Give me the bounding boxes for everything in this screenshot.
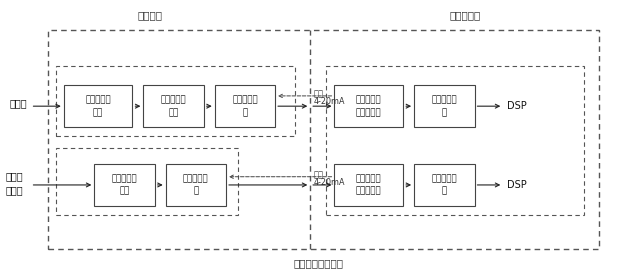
Bar [215,85,275,127]
Bar [334,164,403,206]
Bar [56,148,238,215]
Text: 监控单元侧: 监控单元侧 [449,10,481,20]
Text: 传感器侧: 传感器侧 [137,10,162,20]
Text: 4-20mA: 4-20mA [314,178,345,187]
Bar [64,85,132,127]
Text: 电源: 电源 [314,89,324,98]
Bar [334,85,403,127]
Bar [166,164,226,206]
Text: 超声波
传感器: 超声波 传感器 [6,172,24,196]
Text: 引流环: 引流环 [9,98,27,108]
Bar [94,164,155,206]
Bar [414,85,475,127]
Bar [326,66,584,215]
Text: 4-20mA: 4-20mA [314,97,345,106]
Bar [143,85,204,127]
Text: 信号变换电
路: 信号变换电 路 [183,174,209,196]
Bar [56,66,295,136]
Bar [48,30,599,249]
Text: 电源: 电源 [314,170,324,179]
Text: 霍尔电流互
感器: 霍尔电流互 感器 [85,95,111,117]
Text: DSP: DSP [507,101,527,111]
Text: 放大及低通
滤波: 放大及低通 滤波 [161,95,187,117]
Text: 信号变换电
路: 信号变换电 路 [232,95,258,117]
Text: 变换、放大
及低通滤波: 变换、放大 及低通滤波 [356,95,382,117]
Text: 信号调理电
路: 信号调理电 路 [431,174,457,196]
Text: 绝缘在线监测单元: 绝缘在线监测单元 [294,259,343,269]
Bar [414,164,475,206]
Text: 变换、放大
及低通滤波: 变换、放大 及低通滤波 [356,174,382,196]
Text: 放大及带通
滤波: 放大及带通 滤波 [111,174,138,196]
Text: DSP: DSP [507,180,527,190]
Text: 信号调理电
路: 信号调理电 路 [431,95,457,117]
